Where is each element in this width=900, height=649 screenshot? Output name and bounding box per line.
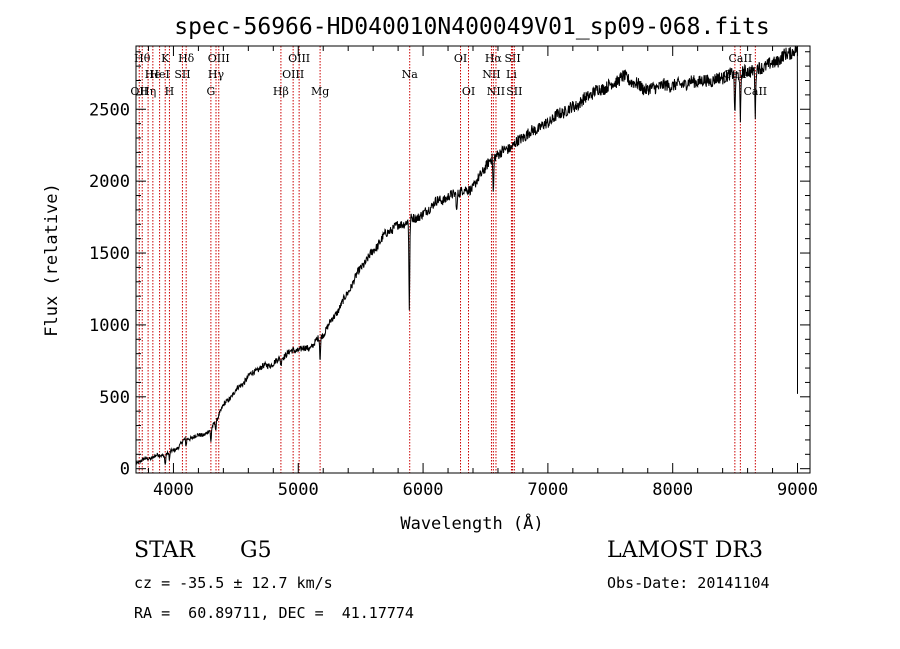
x-tick-label: 6000	[403, 480, 444, 500]
y-tick-label: 2500	[89, 100, 130, 120]
spectral-line-label: OI	[454, 52, 467, 65]
spectral-line-label: H	[165, 85, 175, 98]
spectral-line-label: HeI	[149, 68, 169, 81]
x-tick-label: 9000	[777, 480, 818, 500]
spectral-line-label: Li	[506, 68, 517, 81]
redshift-cz: cz = -35.5 ± 12.7 km/s	[134, 574, 333, 592]
x-axis-label: Wavelength (Å)	[400, 512, 543, 534]
spectral-line-label: OIII	[288, 52, 310, 65]
object-class: STAR	[134, 538, 195, 563]
spectral-line-label: CaII	[729, 52, 753, 65]
y-tick-label: 1000	[89, 316, 130, 336]
spectral-line-label: Na	[402, 68, 419, 81]
spectral-line-label: SII	[174, 68, 190, 81]
spectral-line-label: Hη	[140, 85, 156, 98]
y-tick-label: 500	[99, 388, 130, 408]
spectral-line-label: G	[206, 85, 215, 98]
x-tick-label: 7000	[527, 480, 568, 500]
spectral-line-label: OII	[130, 85, 148, 98]
y-tick-label: 1500	[89, 244, 130, 264]
spectral-line-label: OIII	[282, 68, 304, 81]
spectral-line-label: OIII	[208, 52, 230, 65]
spectral-line-label: Hθ	[134, 52, 151, 65]
plot-frame	[135, 45, 811, 474]
spectrum-series-line	[135, 45, 798, 466]
spectral-subclass: G5	[240, 538, 272, 563]
x-tick-label: 8000	[652, 480, 693, 500]
x-tick-label: 4000	[153, 480, 194, 500]
spectral-line-label: Mg	[311, 85, 329, 98]
spectral-line-label: He	[145, 68, 161, 81]
y-tick-label: 0	[120, 460, 130, 480]
x-tick-label: 5000	[278, 480, 319, 500]
spectral-line-label: SII	[506, 85, 522, 98]
spectral-line-label: Hα	[485, 52, 503, 65]
spectral-line-label: SII	[504, 52, 520, 65]
observation-date: Obs-Date: 20141104	[607, 574, 770, 592]
spectral-line-label: Hβ	[273, 85, 289, 98]
spectral-line-label: NII	[487, 85, 505, 98]
spectral-line-label: Hδ	[178, 52, 195, 65]
survey-name: LAMOST DR3	[607, 538, 763, 563]
spectral-line-label: OI	[462, 85, 475, 98]
spectral-line-label: K	[161, 52, 170, 65]
spectral-line-label: Hγ	[208, 68, 225, 81]
chart-title: spec-56966-HD040010N400049V01_sp09-068.f…	[174, 14, 769, 40]
axis-ticks: 4000 5000 6000 7000 8000 9000 0 500 1000 1500 2000…	[89, 46, 818, 500]
y-axis-label: Flux (relative)	[42, 183, 62, 337]
y-tick-label: 2000	[89, 172, 130, 192]
spectral-line-label: NII	[482, 68, 500, 81]
ra-dec-coordinates: RA = 60.89711, DEC = 41.17774	[134, 604, 414, 622]
